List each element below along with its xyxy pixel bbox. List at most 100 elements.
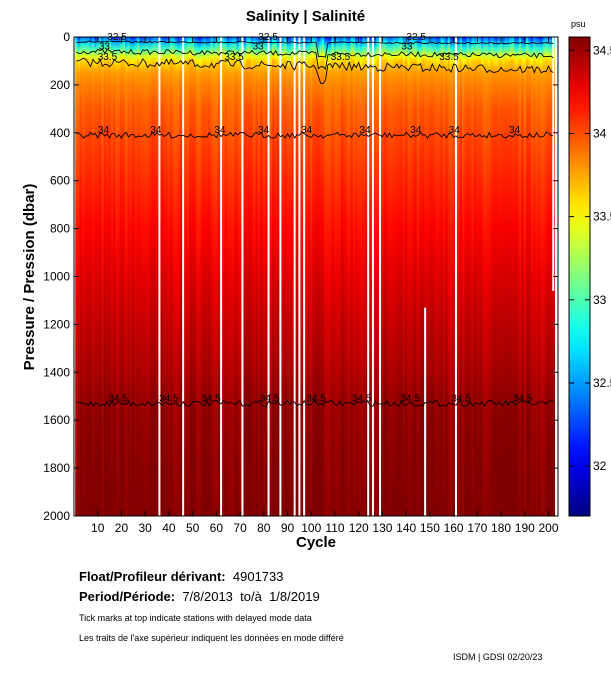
x-tick-label: 200 [538, 521, 558, 535]
contour-label: 34.5 [108, 393, 128, 404]
y-tick-label: 400 [50, 126, 70, 140]
profile-column [355, 37, 359, 516]
missing-cycle-gap [279, 37, 282, 516]
profile-column [535, 37, 539, 516]
profile-column [466, 37, 470, 516]
profile-column [82, 37, 86, 516]
x-tick-label: 100 [301, 521, 321, 535]
contour-label: 34 [214, 125, 226, 136]
x-tick-label: 30 [138, 521, 152, 535]
y-tick-label: 1400 [43, 365, 70, 379]
profile-column [295, 37, 299, 516]
profile-column [540, 37, 544, 516]
missing-cycle-gap [367, 37, 370, 516]
profile-column [269, 37, 273, 516]
profile-column [84, 37, 88, 516]
x-tick-label: 20 [115, 521, 129, 535]
contour-line-34.5 [76, 399, 554, 408]
colorbar [568, 36, 591, 517]
x-tick-label: 190 [515, 521, 535, 535]
contour-label: 33 [401, 41, 413, 52]
profile-column [369, 37, 373, 516]
profile-column [246, 37, 249, 516]
profile-column [167, 37, 171, 516]
profile-column [310, 37, 314, 516]
profile-column [260, 37, 264, 516]
profile-column [445, 37, 449, 516]
float-label: Float/Profileur dérivant: [79, 569, 226, 584]
heatmap [75, 37, 556, 516]
profile-column [490, 37, 494, 516]
contour-label: 34 [301, 125, 313, 136]
profile-column [262, 37, 266, 516]
profile-column [549, 37, 553, 516]
profile-column [98, 37, 102, 516]
profile-column [257, 37, 261, 516]
profile-column [200, 37, 204, 516]
x-tick-label: 90 [281, 521, 295, 535]
profile-column [343, 37, 347, 516]
x-tick-label: 80 [257, 521, 271, 535]
profile-column [117, 37, 121, 516]
profile-column [174, 37, 178, 516]
profile-column [450, 37, 454, 516]
missing-data-gaps [158, 37, 555, 516]
profile-column [521, 37, 525, 516]
profile-column [511, 37, 515, 516]
missing-cycle-gap [293, 37, 296, 516]
contour-label: 34.5 [260, 393, 280, 404]
profile-column [350, 37, 354, 516]
y-tick-label: 1200 [43, 317, 70, 331]
contour-label: 34.5 [352, 393, 372, 404]
credit: ISDM | GDSI 02/20/23 [453, 652, 543, 662]
profile-column [478, 37, 482, 516]
colorbar-tick-label: 34.5 [593, 43, 611, 57]
profile-column [291, 37, 295, 516]
colorbar-tick-label: 32 [593, 459, 607, 473]
profile-column [208, 37, 212, 516]
contour-line-33.5 [76, 57, 554, 85]
profile-column [426, 37, 430, 516]
float-id: 4901733 [232, 569, 284, 584]
profile-column [125, 37, 128, 516]
profile-column [136, 37, 140, 516]
profile-column [488, 37, 491, 516]
x-tick-label: 180 [491, 521, 511, 535]
profile-column [186, 37, 190, 516]
profile-column [518, 37, 522, 516]
profile-column [89, 37, 93, 516]
x-tick-label: 120 [349, 521, 369, 535]
profile-column [533, 37, 537, 516]
profile-column [504, 37, 508, 516]
period-to: to/à [240, 589, 262, 604]
y-tick-label: 0 [63, 30, 70, 44]
colorbar-tick-label: 33.5 [593, 210, 611, 224]
contour-label: 34.5 [451, 393, 471, 404]
profile-column [362, 37, 366, 516]
profile-column [108, 37, 112, 516]
profile-column [428, 37, 432, 516]
missing-cycle-gap [454, 37, 457, 516]
profile-column [440, 37, 444, 516]
profile-column [473, 37, 477, 516]
profile-column [141, 37, 145, 516]
profile-column [409, 37, 413, 516]
profile-column [234, 37, 238, 516]
profile-column [264, 37, 268, 516]
profile-column [457, 37, 461, 516]
profile-column [281, 37, 285, 516]
profile-column [495, 37, 499, 516]
profile-column [476, 37, 480, 516]
profile-column [414, 37, 418, 516]
period-info: Period/Période: 7/8/2013 to/à 1/8/2019 [79, 589, 320, 604]
float-info: Float/Profileur dérivant: 4901733 [79, 569, 284, 584]
contour-line-33 [76, 48, 554, 71]
profile-column [352, 37, 356, 516]
contour-label: 33.5 [224, 52, 244, 63]
profile-column [537, 37, 541, 516]
profile-column [390, 37, 394, 516]
profile-column [79, 37, 83, 516]
profile-column [243, 37, 247, 516]
profile-column [397, 37, 401, 516]
